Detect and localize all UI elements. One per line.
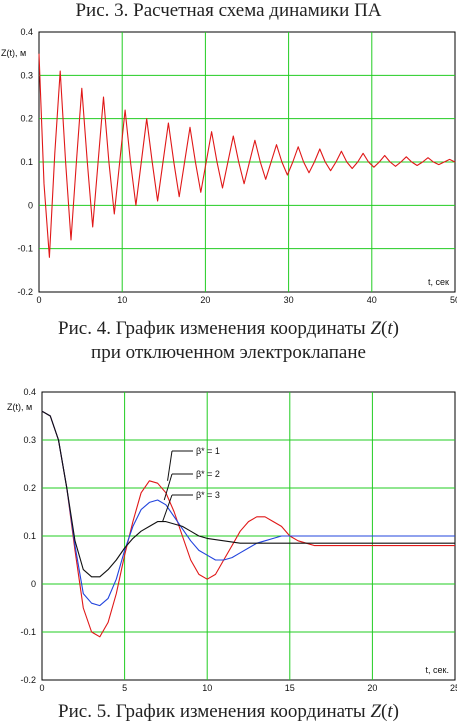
figure-5-caption-function: Z bbox=[370, 701, 382, 722]
fig4-x-tick-label: 20 bbox=[200, 295, 210, 305]
figure-4-caption-close-paren: ) bbox=[392, 318, 399, 339]
figure-5-caption-argument: t bbox=[387, 701, 393, 722]
figure-4-caption-open-paren: ( bbox=[381, 318, 388, 339]
fig4-series-line-1 bbox=[38, 53, 456, 258]
fig4-x-axis-label: t, сек bbox=[428, 277, 449, 287]
legend-label-series-3: β* = 3 bbox=[196, 490, 220, 500]
legend-label-series-2: β* = 2 bbox=[196, 469, 220, 479]
fig5-x-tick-label: 20 bbox=[367, 683, 377, 693]
figure-5-caption-text: Рис. 5. График изменения координаты bbox=[58, 701, 371, 722]
fig4-x-tick-label: 50 bbox=[450, 295, 457, 305]
fig5-series-line-2 bbox=[41, 410, 455, 607]
fig4-y-tick-label: -0.1 bbox=[17, 244, 33, 254]
figure-5-caption: Рис. 5. График изменения координаты Z(t) bbox=[0, 701, 457, 723]
fig5-y-tick-label: 0.4 bbox=[23, 387, 36, 397]
fig4-y-tick-label: 0.3 bbox=[20, 70, 33, 80]
figure-4-caption-text: Рис. 4. График изменения координаты bbox=[58, 318, 371, 339]
fig5-y-tick-label: -0.1 bbox=[20, 627, 36, 637]
fig5-x-tick-label: 10 bbox=[202, 683, 212, 693]
fig4-y-tick-label: 0 bbox=[28, 200, 33, 210]
legend-leader-diagonal bbox=[163, 473, 173, 501]
fig4-y-tick-label: -0.2 bbox=[17, 287, 33, 297]
figure-5-caption-close-paren: ) bbox=[392, 701, 399, 722]
figure-4-caption-function: Z bbox=[370, 318, 382, 339]
fig4-y-tick-label: 0.4 bbox=[20, 27, 33, 37]
fig5-y-tick-label: 0.2 bbox=[23, 483, 36, 493]
figure-4-caption-argument: t bbox=[387, 318, 393, 339]
fig5-x-tick-label: 15 bbox=[285, 683, 295, 693]
figure-4-caption-line1: Рис. 4. График изменения координаты Z(t) bbox=[0, 318, 457, 340]
fig5-x-axis-label: t, сек. bbox=[426, 665, 449, 675]
figure-4-caption-line2: при отключенном электроклапане bbox=[91, 342, 366, 363]
legend-label-series-1: β* = 1 bbox=[196, 446, 220, 456]
legend-leader-diagonal bbox=[167, 450, 173, 481]
fig5-y-tick-label: 0.1 bbox=[23, 531, 36, 541]
fig5-series-line-3 bbox=[41, 410, 455, 578]
fig5-y-tick-label: 0.3 bbox=[23, 435, 36, 445]
fig5-x-tick-label: 5 bbox=[122, 683, 127, 693]
fig4-x-tick-label: 0 bbox=[36, 295, 41, 305]
fig4-y-axis-label: Z(t), м bbox=[1, 48, 26, 58]
fig4-y-tick-label: 0.2 bbox=[20, 114, 33, 124]
fig4-x-tick-label: 10 bbox=[117, 295, 127, 305]
fig4-x-tick-label: 30 bbox=[284, 295, 294, 305]
fig5-y-tick-label: -0.2 bbox=[20, 675, 36, 685]
fig5-y-tick-label: 0 bbox=[31, 579, 36, 589]
fig5-x-tick-label: 25 bbox=[450, 683, 457, 693]
fig4-y-tick-label: 0.1 bbox=[20, 157, 33, 167]
fig4-x-tick-label: 40 bbox=[367, 295, 377, 305]
legend-leader-diagonal bbox=[162, 494, 173, 522]
figure-3-caption: Рис. 3. Расчетная схема динамики ПА bbox=[75, 0, 382, 21]
fig5-y-axis-label: Z(t), м bbox=[7, 402, 32, 412]
fig5-x-tick-label: 0 bbox=[39, 683, 44, 693]
figure-5-caption-open-paren: ( bbox=[381, 701, 388, 722]
